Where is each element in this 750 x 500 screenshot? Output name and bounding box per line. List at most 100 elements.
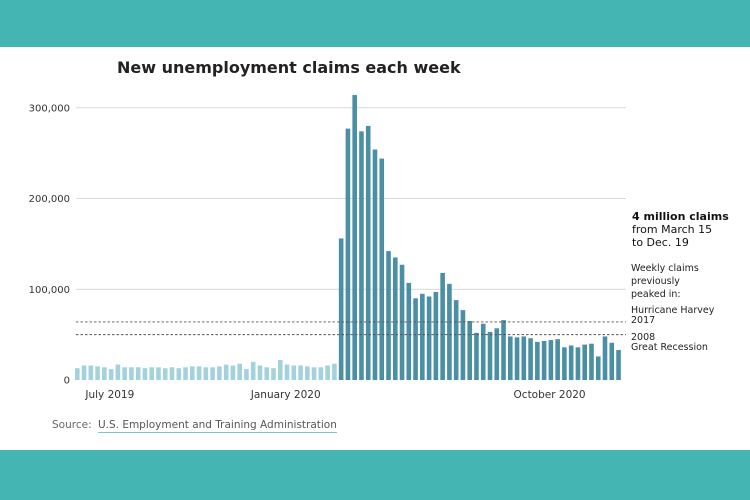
- bar: [480, 323, 486, 380]
- bar: [108, 369, 114, 380]
- bar: [81, 365, 87, 380]
- bar: [514, 337, 520, 380]
- bar: [467, 321, 472, 380]
- source-link[interactable]: U.S. Employment and Training Administrat…: [97, 419, 337, 433]
- bar: [413, 298, 418, 380]
- previous-peaks-annotation: Weekly claims previously peaked in:: [631, 263, 699, 300]
- bar: [386, 251, 391, 380]
- source-note: Source: U.S. Employment and Training Adm…: [52, 419, 337, 433]
- bar: [196, 366, 202, 380]
- y-tick-label: 0: [64, 376, 70, 387]
- bar: [291, 365, 297, 380]
- unemployment-claims-chart: New unemployment claims each week 0 100,0…: [29, 58, 730, 401]
- bar: [501, 320, 506, 380]
- bar: [298, 365, 303, 380]
- bar: [257, 365, 263, 380]
- bar: [602, 336, 608, 380]
- bar: [453, 300, 459, 380]
- bar: [115, 364, 121, 380]
- bar: [311, 367, 317, 380]
- bar: [338, 238, 344, 380]
- bar: [528, 338, 533, 380]
- bar: [548, 340, 554, 380]
- reference-line-label: Great Recession: [631, 342, 708, 353]
- bar: [433, 291, 439, 380]
- bar: [345, 128, 351, 380]
- reference-line-label: 2017: [631, 315, 655, 326]
- bar: [176, 368, 182, 380]
- y-tick-label: 200,000: [29, 194, 70, 205]
- bar: [142, 368, 148, 380]
- bar: [352, 95, 357, 381]
- bar: [102, 367, 107, 380]
- bar: [169, 367, 175, 380]
- grid-lines: [76, 107, 626, 290]
- bar: [575, 347, 581, 380]
- bar: [237, 363, 242, 380]
- bar: [318, 367, 324, 380]
- bar: [379, 158, 385, 380]
- bar: [609, 342, 615, 380]
- bar: [190, 366, 195, 380]
- bar: [399, 264, 405, 380]
- bar: [582, 344, 588, 380]
- bar: [277, 360, 283, 380]
- bar: [420, 293, 425, 380]
- bar: [372, 149, 378, 380]
- bar: [210, 367, 215, 380]
- bar: [474, 332, 479, 380]
- bar: [156, 367, 161, 380]
- y-tick-label: 100,000: [29, 285, 70, 296]
- reference-line-label: Hurricane Harvey: [631, 305, 715, 316]
- y-tick-label: 300,000: [29, 103, 70, 114]
- bar: [589, 343, 594, 380]
- bar: [183, 367, 188, 380]
- bar: [230, 365, 236, 380]
- y-axis-ticks: 0 100,000 200,000 300,000: [29, 103, 70, 386]
- total-annotation: 4 million claims from March 15 to Dec. 1…: [632, 210, 729, 249]
- bar: [250, 361, 256, 380]
- bar: [406, 282, 412, 380]
- bar: [521, 336, 527, 380]
- bar: [447, 283, 452, 380]
- bar: [595, 356, 601, 380]
- bar: [616, 350, 621, 380]
- reference-line-label: 2008: [631, 332, 655, 343]
- annotation-total-bold: 4 million claims: [632, 210, 729, 223]
- bar: [392, 257, 398, 380]
- bars: [75, 95, 621, 381]
- bar: [88, 365, 94, 380]
- bar: [129, 367, 134, 380]
- x-axis-ticks: July 2019 January 2020 October 2020: [84, 389, 585, 401]
- source-prefix: Source:: [52, 419, 92, 431]
- annotation-peaks-line1: Weekly claims: [631, 263, 699, 274]
- bar: [305, 366, 310, 380]
- x-tick-label: October 2020: [514, 389, 586, 401]
- chart-title: New unemployment claims each week: [117, 58, 461, 77]
- bar: [325, 365, 330, 380]
- annotation-peaks-line2: previously: [631, 276, 680, 287]
- bar: [359, 131, 364, 380]
- bar: [541, 340, 547, 380]
- bar: [149, 367, 155, 380]
- bar: [244, 369, 249, 380]
- annotation-total-line3: to Dec. 19: [632, 236, 689, 249]
- bar: [460, 310, 466, 380]
- bar: [494, 328, 500, 380]
- bar: [203, 367, 209, 380]
- bar: [440, 272, 445, 380]
- bar: [271, 368, 276, 380]
- bar: [162, 368, 168, 380]
- bar: [568, 345, 574, 380]
- bar: [223, 364, 229, 380]
- bar: [332, 363, 337, 380]
- annotation-total-line2: from March 15: [632, 223, 712, 236]
- x-tick-label: January 2020: [250, 389, 321, 401]
- bar: [555, 339, 560, 380]
- bar: [562, 347, 567, 380]
- bar: [487, 331, 493, 380]
- bar: [95, 366, 100, 380]
- bar: [365, 125, 371, 380]
- bar: [284, 364, 290, 380]
- bar: [122, 367, 127, 380]
